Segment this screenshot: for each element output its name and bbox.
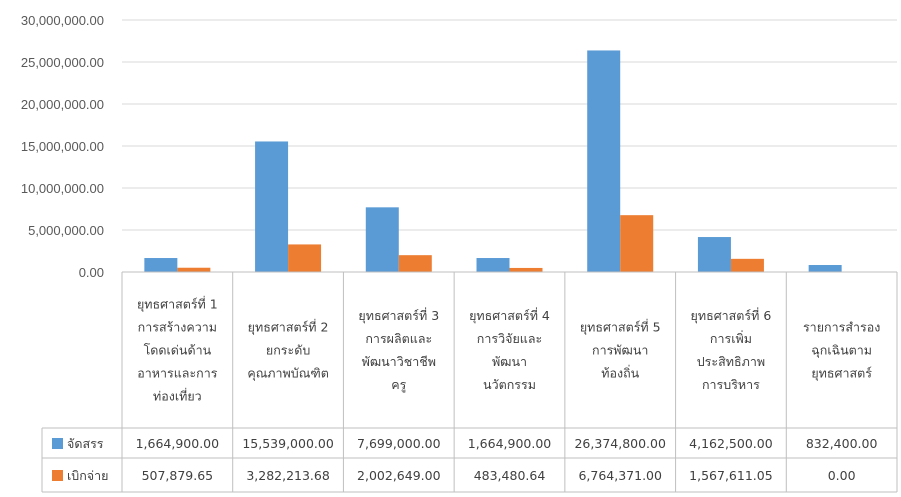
category-label: ยุทธศาสตร์ที่ 5 การพัฒนาท้องถิ่น xyxy=(580,319,661,381)
bar-disbursed xyxy=(730,258,764,272)
legend-key xyxy=(52,438,63,449)
table-value: 483,480.64 xyxy=(474,468,546,483)
legend-key xyxy=(52,470,63,481)
category-label-line: นวัตกรรม xyxy=(483,377,536,392)
category-label-line: ยุทธศาสตร์ที่ 4 xyxy=(469,307,550,324)
table-value: 1,567,611.05 xyxy=(689,468,773,483)
y-tick-label: 10,000,000.00 xyxy=(21,181,104,196)
table-value: 4,162,500.00 xyxy=(689,436,773,451)
category-label-line: ยุทธศาสตร์ที่ 5 xyxy=(580,319,661,336)
category-label-line: การพัฒนา xyxy=(592,343,648,358)
category-label-line: การสร้างความ xyxy=(138,320,217,335)
bar-disbursed xyxy=(509,267,543,272)
gridlines xyxy=(122,19,897,273)
y-tick-label: 15,000,000.00 xyxy=(21,139,104,154)
category-label-line: การเพิ่ม xyxy=(710,330,752,346)
bar-allocated xyxy=(476,258,510,272)
category-label-line: การผลิตและ xyxy=(365,331,432,346)
category-label-line: ประสิทธิภาพ xyxy=(697,354,765,369)
category-label-line: ยกระดับ xyxy=(266,343,310,358)
table-value: 3,282,213.68 xyxy=(246,468,330,483)
y-tick-label: 30,000,000.00 xyxy=(21,13,104,28)
category-label-line: ยุทธศาสตร์ที่ 1 xyxy=(137,296,218,313)
table-value: 15,539,000.00 xyxy=(242,436,333,451)
category-label-line: อาหารและการ xyxy=(137,366,218,381)
y-tick-label: 5,000,000.00 xyxy=(28,223,104,238)
y-axis: 0.00 5,000,000.00 10,000,000.00 15,000,000.… xyxy=(21,13,104,280)
series-name: เบิกจ่าย xyxy=(67,468,108,483)
category-label-line: การวิจัยและ xyxy=(477,331,542,346)
bar-allocated xyxy=(144,258,178,272)
table-value: 6,764,371.00 xyxy=(578,468,662,483)
category-label-line: ท้องถิ่น xyxy=(601,365,639,381)
bar-disbursed xyxy=(177,267,211,272)
bars xyxy=(144,50,842,273)
y-tick-label: 25,000,000.00 xyxy=(21,55,104,70)
bar-allocated xyxy=(808,265,842,272)
bar-allocated xyxy=(365,207,399,272)
category-label-line: ยุทธศาสตร์ที่ 6 xyxy=(691,307,772,324)
data-table: ยุทธศาสตร์ที่ 1 การสร้างความโดดเด่นด้านอา… xyxy=(41,271,898,493)
table-value: 0.00 xyxy=(828,468,856,483)
category-label-line: ยุทธศาสตร์ xyxy=(811,366,872,382)
bar-disbursed xyxy=(398,255,432,272)
category-label-line: คุณภาพบัณฑิต xyxy=(247,366,328,382)
category-label-line: ท่องเที่ยว xyxy=(153,388,202,404)
y-tick-label: 20,000,000.00 xyxy=(21,97,104,112)
category-label-line: ยุทธศาสตร์ที่ 3 xyxy=(358,307,439,324)
category-label: ยุทธศาสตร์ที่ 6 การเพิ่มประสิทธิภาพการบริ… xyxy=(691,307,772,392)
table-value: 7,699,000.00 xyxy=(357,436,441,451)
y-tick-label: 0.00 xyxy=(79,265,104,280)
bar-disbursed xyxy=(288,244,322,272)
category-label: ยุทธศาสตร์ที่ 4 การวิจัยและพัฒนานวัตกรรม xyxy=(469,307,550,392)
category-label-line: ฉุกเฉินตาม xyxy=(811,343,872,359)
table-value: 1,664,900.00 xyxy=(468,436,552,451)
category-label-line: รายการสำรอง xyxy=(803,320,880,335)
category-label: ยุทธศาสตร์ที่ 2 ยกระดับคุณภาพบัณฑิต xyxy=(247,319,328,382)
category-label: ยุทธศาสตร์ที่ 3 การผลิตและพัฒนาวิชาชีพครู xyxy=(358,307,439,393)
category-label-line: โดดเด่นด้าน xyxy=(144,343,212,358)
bar-disbursed xyxy=(620,215,654,272)
table-value: 26,374,800.00 xyxy=(574,436,665,451)
bar-allocated xyxy=(587,50,621,273)
table-value: 2,002,649.00 xyxy=(357,468,441,483)
category-label: รายการสำรองฉุกเฉินตามยุทธศาสตร์ xyxy=(803,320,880,382)
category-label-line: การบริหาร xyxy=(702,377,760,392)
bar-allocated xyxy=(697,237,731,272)
table-value: 507,879.65 xyxy=(142,468,214,483)
category-label-line: ยุทธศาสตร์ที่ 2 xyxy=(248,319,329,336)
series-name: จัดสรร xyxy=(67,436,104,451)
category-label: ยุทธศาสตร์ที่ 1 การสร้างความโดดเด่นด้านอา… xyxy=(137,296,218,404)
category-label-line: พัฒนา xyxy=(492,354,527,369)
bar-allocated xyxy=(255,141,289,272)
category-label-line: ครู xyxy=(391,377,406,393)
category-label-line: พัฒนาวิชาชีพ xyxy=(362,354,436,369)
table-value: 832,400.00 xyxy=(806,436,878,451)
table-value: 1,664,900.00 xyxy=(136,436,220,451)
